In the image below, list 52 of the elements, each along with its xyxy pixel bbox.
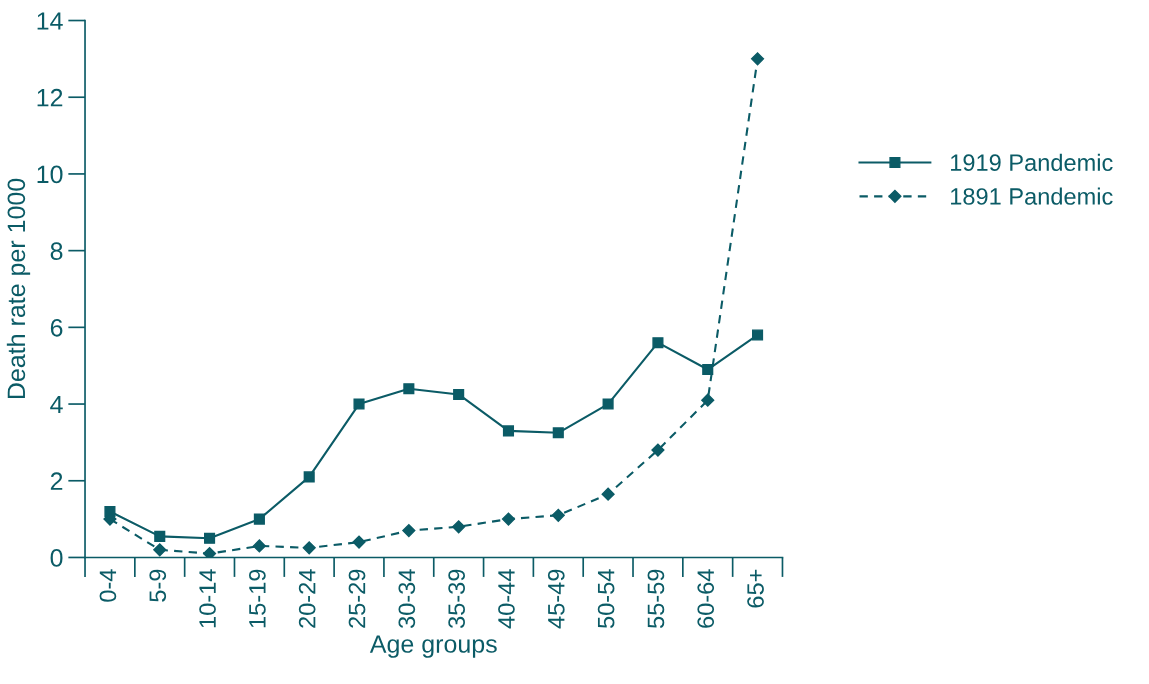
y-tick-label: 4	[50, 395, 63, 414]
x-tick-label: 25-29	[348, 569, 366, 628]
x-tick-label: 65+	[747, 569, 764, 608]
x-tick-label: 55-59	[647, 569, 665, 629]
point	[551, 508, 565, 522]
legend-label: 1891 Pandemic	[951, 187, 1113, 205]
y-axis-title: Death rate per 1000	[6, 178, 31, 399]
y-tick-label: 12	[37, 88, 63, 107]
point	[702, 363, 714, 376]
x-tick-label: 35-39	[448, 569, 465, 629]
point	[153, 543, 167, 557]
point	[452, 520, 466, 534]
point	[601, 487, 615, 501]
point	[701, 393, 715, 407]
point	[602, 398, 614, 410]
x-tick-label: 0-4	[99, 569, 117, 602]
point	[750, 52, 765, 66]
x-tick-label: 20-24	[298, 569, 316, 628]
x-tick-label: 50-54	[597, 569, 615, 629]
legend-label: 1919 Pandemic	[951, 153, 1113, 172]
point	[303, 471, 315, 483]
x-tick-label: 5-9	[149, 569, 167, 602]
x-axis-title: Age groups	[369, 635, 497, 658]
point	[502, 425, 515, 437]
point	[501, 512, 516, 526]
point	[252, 539, 266, 553]
y-tick-label: 0	[50, 549, 63, 567]
x-tick-label: 10-14	[199, 569, 216, 628]
point	[204, 532, 216, 544]
point	[154, 530, 166, 542]
point	[752, 329, 764, 341]
x-tick-label: 15-19	[249, 569, 266, 628]
point	[651, 443, 665, 457]
x-tick-label: 60-64	[697, 569, 715, 628]
point	[202, 547, 217, 558]
point	[253, 513, 265, 525]
point	[353, 398, 365, 410]
point	[402, 524, 416, 538]
x-tick-label: 40-44	[498, 569, 515, 629]
point	[352, 535, 366, 549]
point	[652, 337, 664, 349]
y-tick-label: 10	[37, 165, 63, 184]
y-tick-label: 6	[50, 318, 63, 337]
y-tick-label: 8	[50, 242, 63, 260]
y-tick-label: 14	[37, 12, 63, 30]
point	[552, 427, 564, 439]
point	[302, 541, 316, 555]
point	[453, 388, 465, 401]
x-tick-label: 45-49	[547, 569, 565, 629]
point	[403, 383, 415, 395]
y-tick-label: 2	[50, 472, 63, 490]
x-tick-label: 30-34	[398, 569, 416, 629]
